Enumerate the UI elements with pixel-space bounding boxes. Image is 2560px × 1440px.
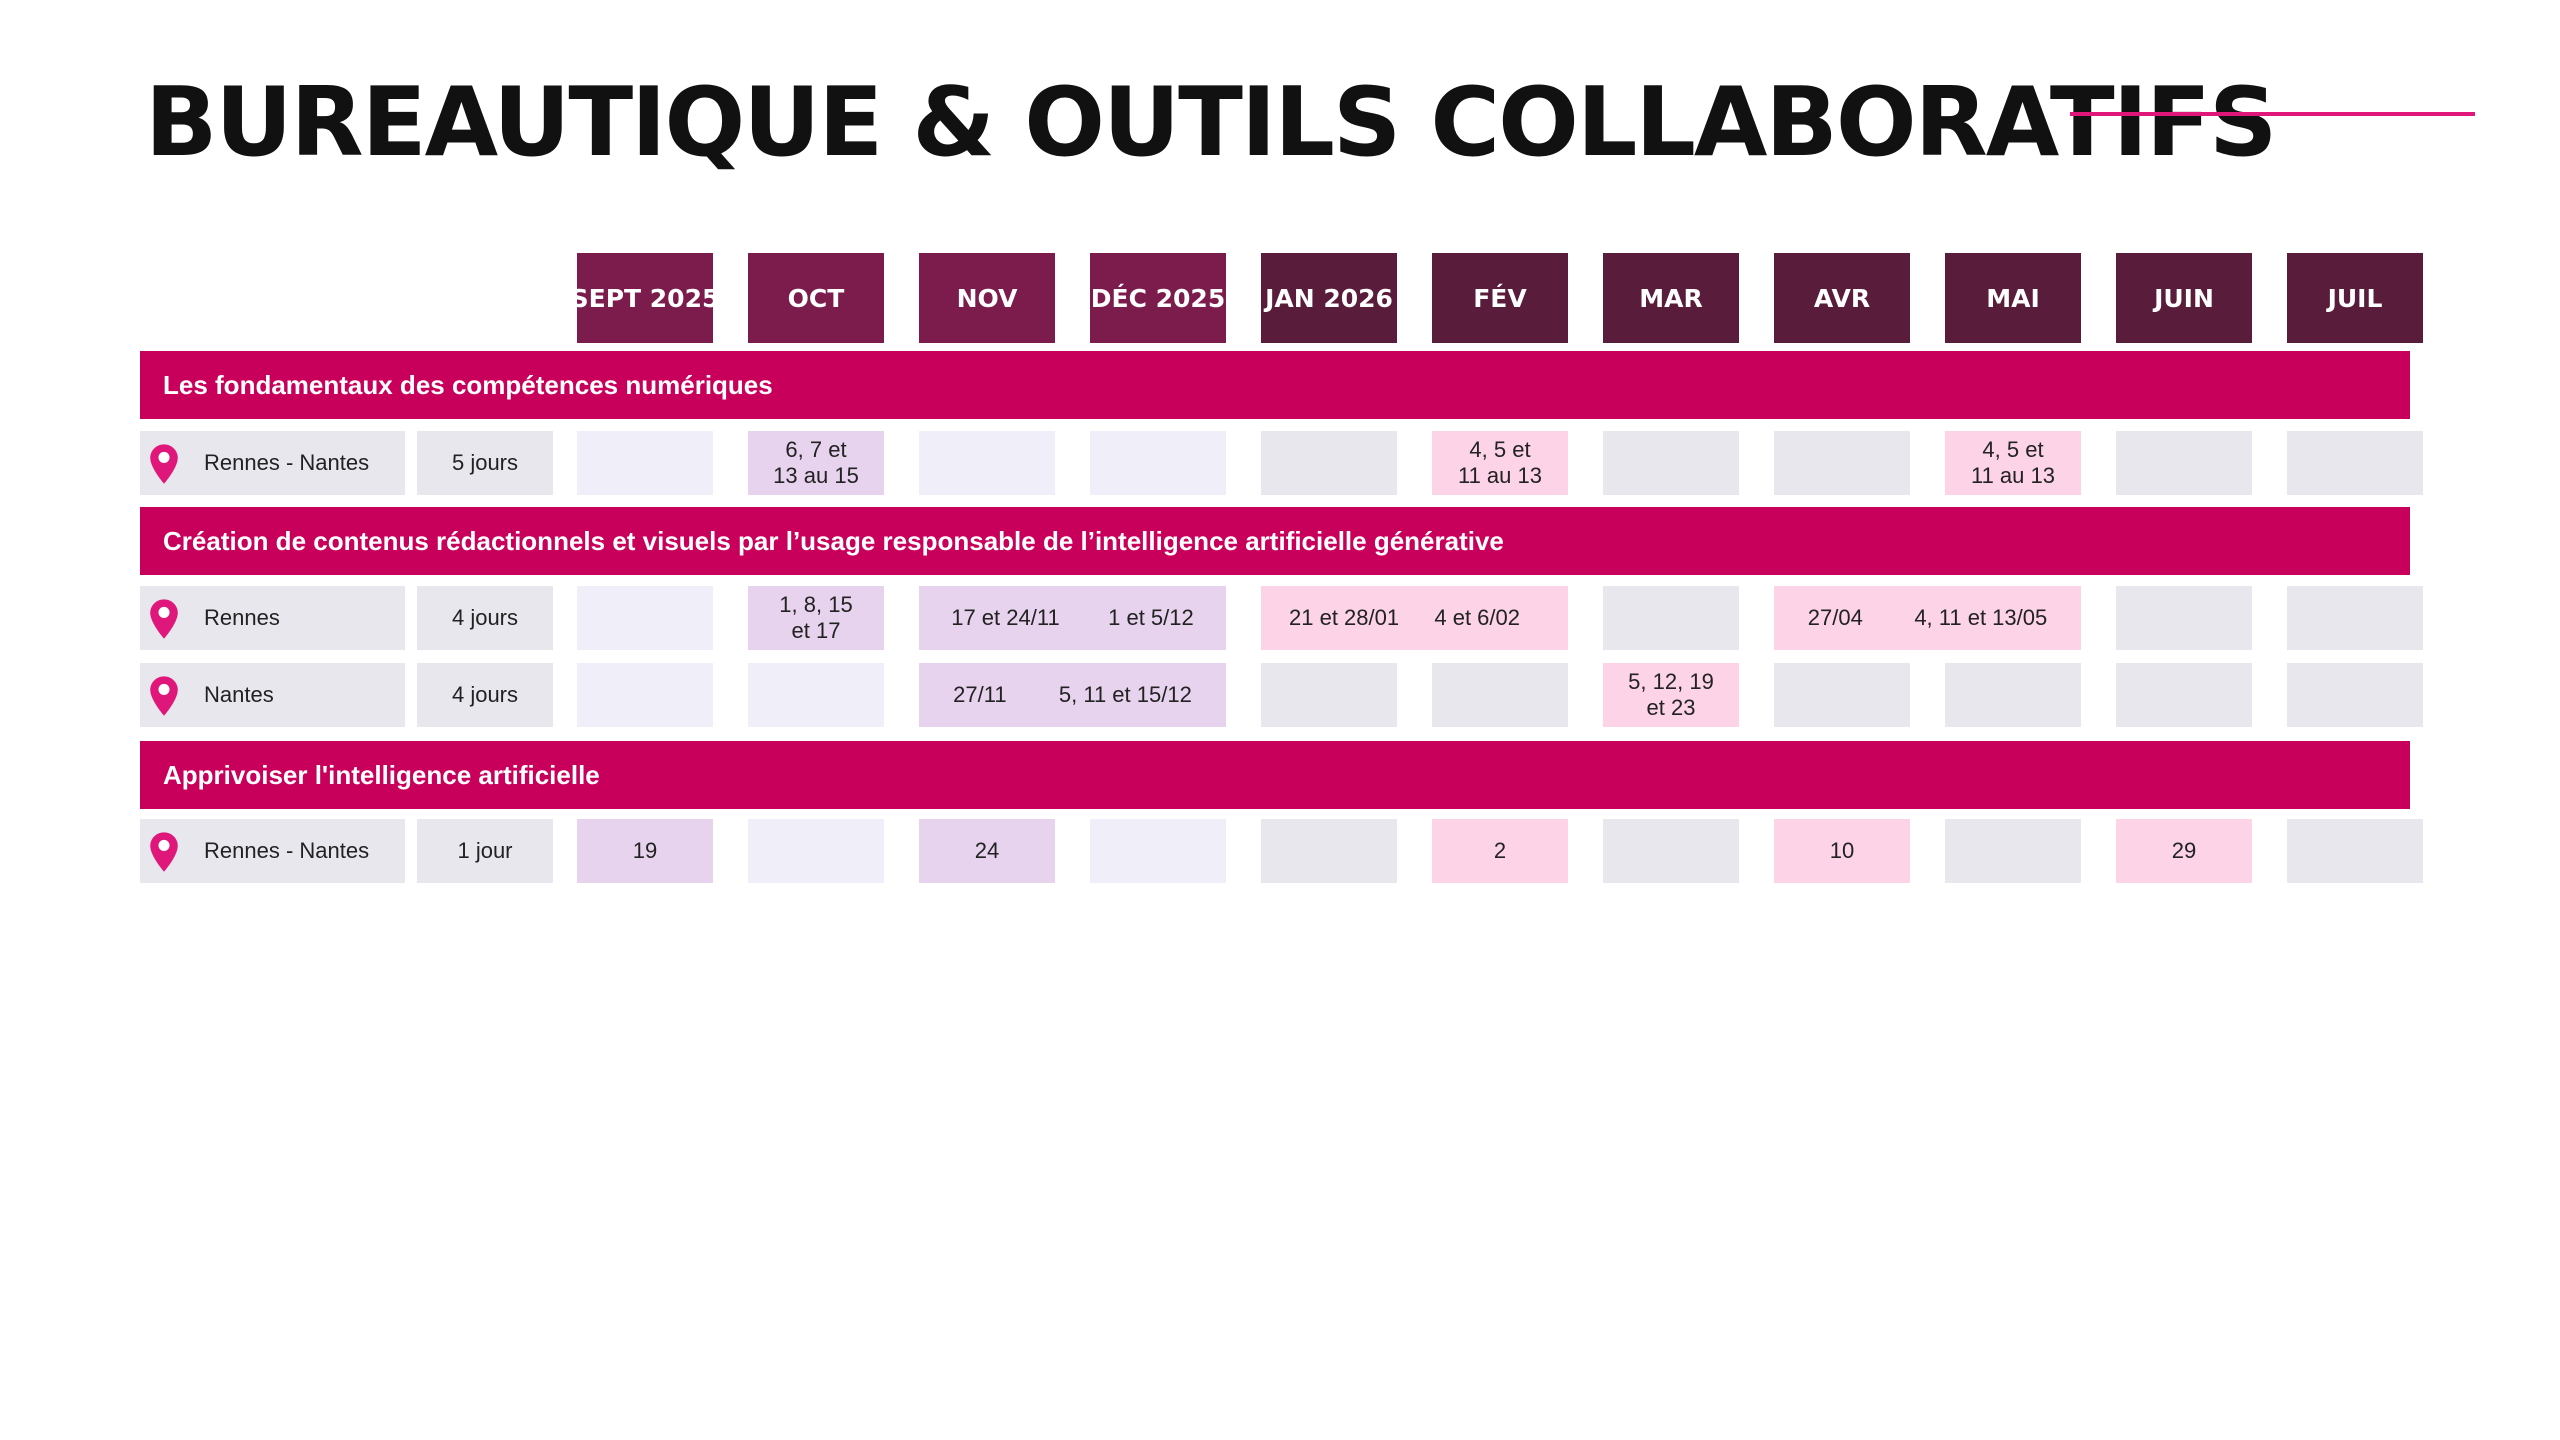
duration-cell: 4 jours <box>417 663 553 727</box>
month-header-mar: MAR <box>1603 253 1739 343</box>
date-cell-dec <box>1090 819 1226 883</box>
month-header-fev: FÉV <box>1432 253 1568 343</box>
month-header-oct: OCT <box>748 253 884 343</box>
date-cell-avr <box>1774 431 1910 495</box>
location-cell: Rennes <box>140 586 405 650</box>
date-cell-sept <box>577 663 713 727</box>
map-pin-icon <box>150 832 178 872</box>
section-title: Apprivoiser l'intelligence artificielle <box>140 741 2410 809</box>
date-cell-sept <box>577 586 713 650</box>
location-label: Rennes - Nantes <box>204 450 370 475</box>
month-header-sept: SEPT 2025 <box>571 253 719 343</box>
duration-cell: 5 jours <box>417 431 553 495</box>
location-label: Rennes <box>204 605 280 630</box>
date-cell-jan <box>1261 819 1397 883</box>
date-cell-juil <box>2287 663 2423 727</box>
date-label: 27/04 <box>1807 605 1863 630</box>
month-header-juin: JUIN <box>2116 253 2252 343</box>
date-cell-dec <box>1090 431 1226 495</box>
date-cell-oct <box>748 663 884 727</box>
date-cell-juin: 29 <box>2116 819 2252 883</box>
location-label: Nantes <box>204 682 274 707</box>
duration-cell: 1 jour <box>417 819 553 883</box>
date-cell-nov: 24 <box>919 819 1055 883</box>
date-cell-mar <box>1603 819 1739 883</box>
date-cell-fev <box>1432 663 1568 727</box>
date-cell-juin <box>2116 431 2252 495</box>
date-cell-juil <box>2287 819 2423 883</box>
month-header-avr: AVR <box>1774 253 1910 343</box>
month-header-nov: NOV <box>919 253 1055 343</box>
date-label: 27/11 <box>953 682 1007 707</box>
date-cell-fev: 2 <box>1432 819 1568 883</box>
date-label: 1 et 5/12 <box>1108 605 1194 630</box>
date-cell-mai <box>1945 663 2081 727</box>
date-cell-mar: 5, 12, 19 et 23 <box>1603 663 1739 727</box>
date-label: 4 et 6/02 <box>1434 605 1520 630</box>
date-cell-oct: 6, 7 et 13 au 15 <box>748 431 884 495</box>
date-cell-juin <box>2116 663 2252 727</box>
location-cell: Rennes - Nantes <box>140 819 405 883</box>
date-cell-sept: 19 <box>577 819 713 883</box>
date-cell-mai <box>1945 819 2081 883</box>
month-header-dec: DÉC 2025 <box>1090 253 1226 343</box>
map-pin-icon <box>150 676 178 716</box>
date-cell-avr <box>1774 663 1910 727</box>
date-cell-oct <box>748 819 884 883</box>
date-label: 21 et 28/01 <box>1289 605 1400 630</box>
date-cell-mar <box>1603 431 1739 495</box>
date-cell-oct: 1, 8, 15 et 17 <box>748 586 884 650</box>
location-cell: Rennes - Nantes <box>140 431 405 495</box>
date-cell-jan-fev: 21 et 28/01 4 et 6/02 <box>1261 586 1568 650</box>
date-cell-juin <box>2116 586 2252 650</box>
date-cell-avr: 10 <box>1774 819 1910 883</box>
date-cell-mar <box>1603 586 1739 650</box>
page-title: BUREAUTIQUE & OUTILS COLLABORATIFS <box>145 68 2277 178</box>
date-cell-fev: 4, 5 et 11 au 13 <box>1432 431 1568 495</box>
date-cell-mai: 4, 5 et 11 au 13 <box>1945 431 2081 495</box>
duration-cell: 4 jours <box>417 586 553 650</box>
month-header-jan: JAN 2026 <box>1261 253 1397 343</box>
map-pin-icon <box>150 599 178 639</box>
section-title: Les fondamentaux des compétences numériq… <box>140 351 2410 419</box>
title-rule <box>2070 112 2475 116</box>
month-header-juil: JUIL <box>2287 253 2423 343</box>
section-title: Création de contenus rédactionnels et vi… <box>140 507 2410 575</box>
date-cell-jan <box>1261 663 1397 727</box>
map-pin-icon <box>150 444 178 484</box>
location-cell: Nantes <box>140 663 405 727</box>
date-label: 4, 11 et 13/05 <box>1914 605 2048 630</box>
date-cell-avr-mai: 27/04 4, 11 et 13/05 <box>1774 586 2081 650</box>
month-header-mai: MAI <box>1945 253 2081 343</box>
date-cell-juil <box>2287 431 2423 495</box>
location-label: Rennes - Nantes <box>204 838 370 863</box>
date-cell-nov-dec: 27/11 5, 11 et 15/12 <box>919 663 1226 727</box>
date-cell-nov <box>919 431 1055 495</box>
date-cell-juil <box>2287 586 2423 650</box>
date-cell-nov-dec: 17 et 24/11 1 et 5/12 <box>919 586 1226 650</box>
date-label: 17 et 24/11 <box>951 605 1060 630</box>
date-label: 5, 11 et 15/12 <box>1058 682 1192 707</box>
date-cell-sept <box>577 431 713 495</box>
date-cell-jan <box>1261 431 1397 495</box>
